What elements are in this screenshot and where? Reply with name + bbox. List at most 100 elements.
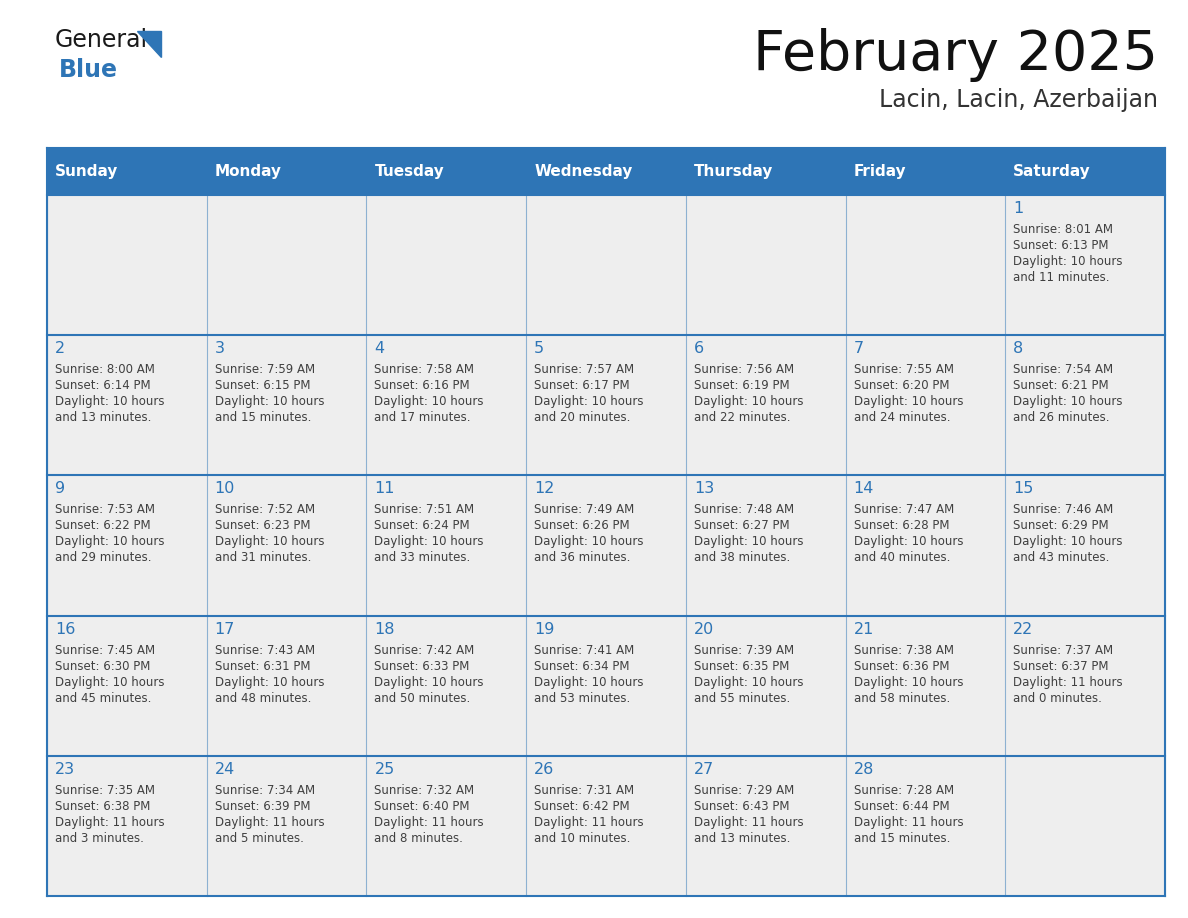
Text: Sunset: 6:21 PM: Sunset: 6:21 PM	[1013, 379, 1108, 392]
Text: Daylight: 10 hours: Daylight: 10 hours	[1013, 396, 1123, 409]
Text: Sunrise: 7:43 AM: Sunrise: 7:43 AM	[215, 644, 315, 656]
Text: Daylight: 11 hours: Daylight: 11 hours	[535, 816, 644, 829]
Text: and 3 minutes.: and 3 minutes.	[55, 832, 144, 845]
Text: Blue: Blue	[59, 58, 118, 82]
Text: Tuesday: Tuesday	[374, 164, 444, 179]
Text: Daylight: 10 hours: Daylight: 10 hours	[374, 396, 484, 409]
Text: Sunrise: 7:56 AM: Sunrise: 7:56 AM	[694, 364, 794, 376]
Text: Lacin, Lacin, Azerbaijan: Lacin, Lacin, Azerbaijan	[879, 88, 1158, 112]
Text: Daylight: 10 hours: Daylight: 10 hours	[1013, 255, 1123, 268]
Text: Daylight: 10 hours: Daylight: 10 hours	[694, 535, 803, 548]
Text: 9: 9	[55, 481, 65, 497]
Text: Daylight: 10 hours: Daylight: 10 hours	[535, 676, 644, 688]
Text: General: General	[55, 28, 148, 52]
Text: Daylight: 10 hours: Daylight: 10 hours	[215, 676, 324, 688]
Text: Sunrise: 7:58 AM: Sunrise: 7:58 AM	[374, 364, 474, 376]
Text: Sunset: 6:39 PM: Sunset: 6:39 PM	[215, 800, 310, 812]
Text: 19: 19	[535, 621, 555, 636]
Text: Wednesday: Wednesday	[535, 164, 632, 179]
Text: Sunset: 6:16 PM: Sunset: 6:16 PM	[374, 379, 470, 392]
Text: Daylight: 10 hours: Daylight: 10 hours	[374, 676, 484, 688]
Text: Sunset: 6:14 PM: Sunset: 6:14 PM	[55, 379, 151, 392]
Text: Sunset: 6:38 PM: Sunset: 6:38 PM	[55, 800, 151, 812]
Text: Sunrise: 7:37 AM: Sunrise: 7:37 AM	[1013, 644, 1113, 656]
Text: Daylight: 10 hours: Daylight: 10 hours	[55, 676, 164, 688]
Text: 22: 22	[1013, 621, 1034, 636]
Bar	[48, 616, 1165, 756]
Text: and 24 minutes.: and 24 minutes.	[853, 411, 950, 424]
Text: and 5 minutes.: and 5 minutes.	[215, 832, 304, 845]
Text: Friday: Friday	[853, 164, 906, 179]
Text: 18: 18	[374, 621, 394, 636]
Text: and 11 minutes.: and 11 minutes.	[1013, 271, 1110, 284]
Text: Sunset: 6:30 PM: Sunset: 6:30 PM	[55, 660, 151, 673]
Text: Sunset: 6:31 PM: Sunset: 6:31 PM	[215, 660, 310, 673]
Text: and 53 minutes.: and 53 minutes.	[535, 691, 631, 705]
Polygon shape	[137, 31, 162, 57]
Text: 26: 26	[535, 762, 555, 777]
Text: Sunset: 6:17 PM: Sunset: 6:17 PM	[535, 379, 630, 392]
Text: Sunrise: 7:35 AM: Sunrise: 7:35 AM	[55, 784, 154, 797]
Text: Sunset: 6:33 PM: Sunset: 6:33 PM	[374, 660, 469, 673]
Text: and 15 minutes.: and 15 minutes.	[853, 832, 950, 845]
Text: and 20 minutes.: and 20 minutes.	[535, 411, 631, 424]
Text: Sunset: 6:24 PM: Sunset: 6:24 PM	[374, 520, 470, 532]
Text: 2: 2	[55, 341, 65, 356]
Text: and 10 minutes.: and 10 minutes.	[535, 832, 631, 845]
Text: Daylight: 10 hours: Daylight: 10 hours	[853, 535, 963, 548]
Text: 27: 27	[694, 762, 714, 777]
Text: 13: 13	[694, 481, 714, 497]
Text: Daylight: 11 hours: Daylight: 11 hours	[55, 816, 165, 829]
Text: Sunrise: 7:31 AM: Sunrise: 7:31 AM	[535, 784, 634, 797]
Text: and 33 minutes.: and 33 minutes.	[374, 552, 470, 565]
Text: Daylight: 10 hours: Daylight: 10 hours	[374, 535, 484, 548]
Text: Sunrise: 7:57 AM: Sunrise: 7:57 AM	[535, 364, 634, 376]
Bar	[48, 195, 1165, 335]
Text: Daylight: 11 hours: Daylight: 11 hours	[215, 816, 324, 829]
Text: Sunset: 6:13 PM: Sunset: 6:13 PM	[1013, 239, 1108, 252]
Text: 25: 25	[374, 762, 394, 777]
Text: Sunset: 6:36 PM: Sunset: 6:36 PM	[853, 660, 949, 673]
Text: 12: 12	[535, 481, 555, 497]
Text: Daylight: 11 hours: Daylight: 11 hours	[853, 816, 963, 829]
Text: Daylight: 11 hours: Daylight: 11 hours	[694, 816, 803, 829]
Text: and 50 minutes.: and 50 minutes.	[374, 691, 470, 705]
Text: and 38 minutes.: and 38 minutes.	[694, 552, 790, 565]
Text: and 48 minutes.: and 48 minutes.	[215, 691, 311, 705]
Text: 8: 8	[1013, 341, 1024, 356]
Text: Sunset: 6:35 PM: Sunset: 6:35 PM	[694, 660, 789, 673]
Text: and 31 minutes.: and 31 minutes.	[215, 552, 311, 565]
Text: Sunrise: 7:48 AM: Sunrise: 7:48 AM	[694, 503, 794, 517]
Text: and 13 minutes.: and 13 minutes.	[55, 411, 151, 424]
Text: 23: 23	[55, 762, 75, 777]
Text: Sunrise: 7:34 AM: Sunrise: 7:34 AM	[215, 784, 315, 797]
Text: Sunset: 6:22 PM: Sunset: 6:22 PM	[55, 520, 151, 532]
Text: Sunset: 6:43 PM: Sunset: 6:43 PM	[694, 800, 789, 812]
Text: Daylight: 10 hours: Daylight: 10 hours	[535, 535, 644, 548]
Text: Sunrise: 7:55 AM: Sunrise: 7:55 AM	[853, 364, 954, 376]
Text: Sunrise: 7:53 AM: Sunrise: 7:53 AM	[55, 503, 154, 517]
Text: 16: 16	[55, 621, 75, 636]
Text: and 36 minutes.: and 36 minutes.	[535, 552, 631, 565]
Text: Sunrise: 7:39 AM: Sunrise: 7:39 AM	[694, 644, 794, 656]
Text: Sunset: 6:42 PM: Sunset: 6:42 PM	[535, 800, 630, 812]
Text: Daylight: 10 hours: Daylight: 10 hours	[215, 535, 324, 548]
Text: Sunrise: 7:59 AM: Sunrise: 7:59 AM	[215, 364, 315, 376]
Text: and 8 minutes.: and 8 minutes.	[374, 832, 463, 845]
Bar	[48, 756, 1165, 896]
Text: 21: 21	[853, 621, 874, 636]
Text: Thursday: Thursday	[694, 164, 773, 179]
Text: 28: 28	[853, 762, 874, 777]
Text: Sunrise: 7:47 AM: Sunrise: 7:47 AM	[853, 503, 954, 517]
Bar	[48, 476, 1165, 616]
Text: Sunset: 6:26 PM: Sunset: 6:26 PM	[535, 520, 630, 532]
Text: Sunrise: 8:00 AM: Sunrise: 8:00 AM	[55, 364, 154, 376]
Text: Sunset: 6:20 PM: Sunset: 6:20 PM	[853, 379, 949, 392]
Text: Sunrise: 7:52 AM: Sunrise: 7:52 AM	[215, 503, 315, 517]
Text: Daylight: 10 hours: Daylight: 10 hours	[853, 396, 963, 409]
Bar	[48, 335, 1165, 476]
Text: Sunrise: 7:51 AM: Sunrise: 7:51 AM	[374, 503, 474, 517]
Text: and 45 minutes.: and 45 minutes.	[55, 691, 151, 705]
Text: Sunrise: 7:45 AM: Sunrise: 7:45 AM	[55, 644, 156, 656]
Text: 17: 17	[215, 621, 235, 636]
